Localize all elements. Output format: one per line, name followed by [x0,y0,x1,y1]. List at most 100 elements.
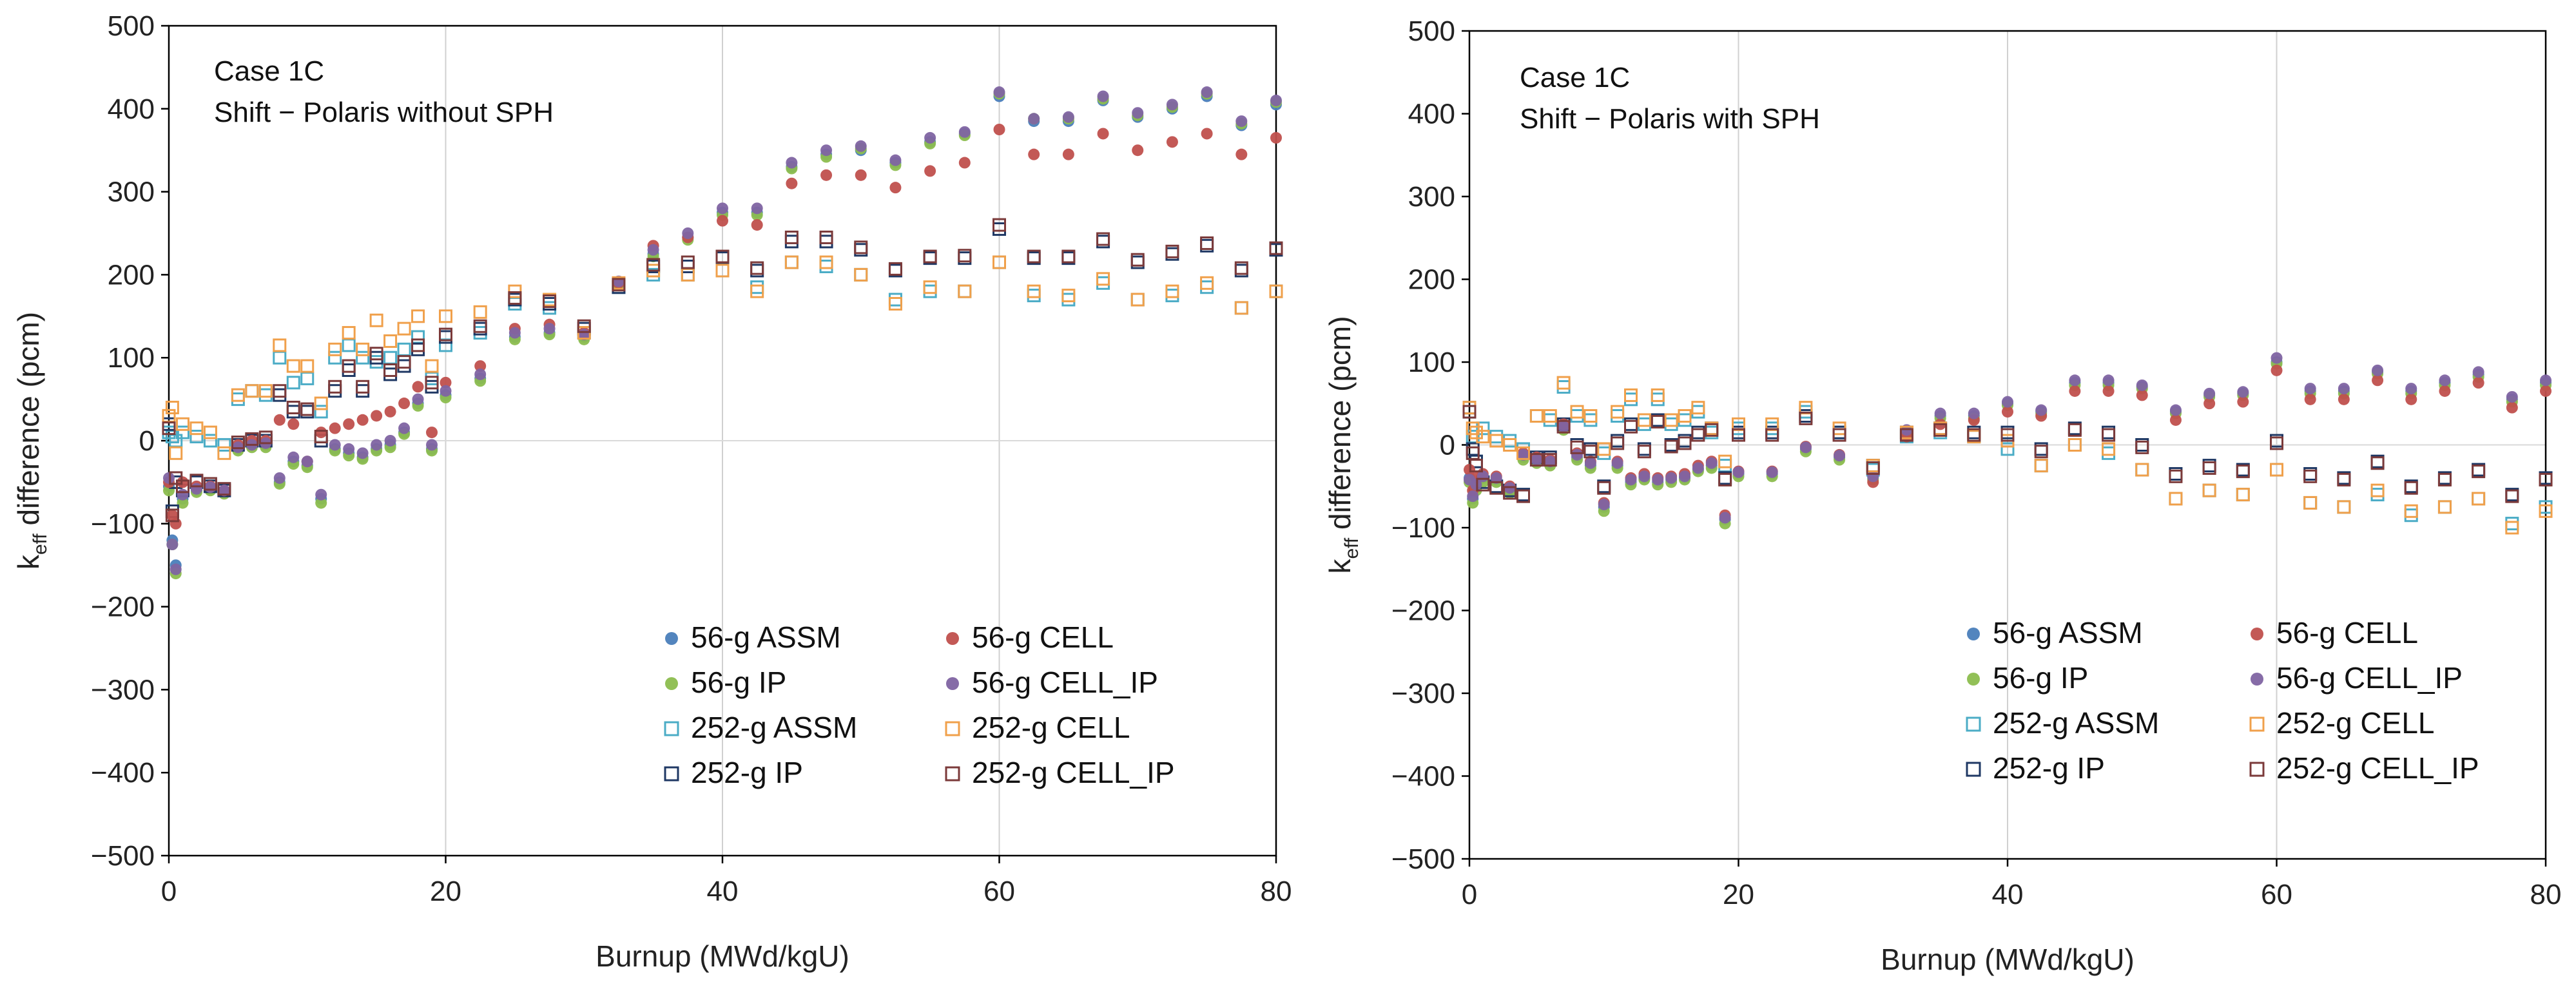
y-tick-label: 100 [108,342,155,374]
data-point [2439,374,2451,387]
data-point [2203,387,2216,399]
data-point [1611,457,1623,469]
data-point [1270,131,1282,144]
legend-label: 56-g CELL [2276,616,2418,649]
legend-marker [665,677,678,690]
data-point [2337,500,2351,514]
legend-label: 252-g CELL [2276,706,2435,740]
data-point [1799,441,1812,454]
data-point [2539,472,2553,486]
data-point [286,359,300,373]
data-point [286,400,300,414]
data-point [854,240,868,254]
y-tick-label: −200 [1391,595,1455,627]
data-point [245,384,259,398]
data-point [612,278,626,292]
data-point [1269,284,1283,298]
data-point [426,439,438,451]
data-point [2135,463,2149,477]
data-point [356,414,369,426]
data-point [190,483,202,495]
data-point [162,421,176,436]
data-point [1130,253,1145,267]
data-point [440,376,452,389]
legend-label: 56-g IP [691,666,786,699]
data-point [1664,439,1678,454]
data-point [474,368,487,380]
x-tick-label: 20 [1723,879,1754,910]
data-point [1489,481,1504,495]
data-point [681,260,695,274]
data-point [1166,99,1178,111]
data-point [473,319,487,333]
data-point [2202,483,2216,497]
data-point [411,309,425,323]
data-point [577,319,591,333]
legend-label: 56-g ASSM [691,620,841,654]
series-252-g-cell [162,255,1283,460]
data-point [1665,472,1678,484]
data-point [819,255,833,269]
y-tick-label: −100 [91,508,155,540]
data-point [1832,428,1846,442]
data-point [425,359,439,373]
data-point [1570,409,1584,423]
data-point [1165,284,1179,298]
legend-marker [946,632,959,645]
data-point [1469,459,1483,473]
data-point [1934,407,1946,419]
data-point [1679,470,1690,483]
data-point [425,376,439,390]
data-point [342,326,356,340]
y-tick-label: −200 [91,591,155,623]
data-point [1624,419,1638,434]
data-point [751,202,763,215]
data-point [328,379,342,394]
x-tick-label: 40 [707,876,739,907]
data-point [329,439,341,451]
legend-marker [946,677,959,690]
legend-label: 56-g IP [1993,661,2088,695]
data-point [888,296,902,311]
data-point [1061,249,1076,264]
data-point [958,157,971,169]
data-point [1691,405,1705,419]
data-point [751,219,763,231]
data-point [1899,428,1913,442]
y-tick-label: 100 [1408,347,1455,378]
data-point [2506,390,2518,403]
data-point [784,230,799,244]
legend-marker [2251,673,2263,686]
data-point [750,284,764,298]
data-point [2002,406,2013,418]
data-point [1097,128,1109,140]
data-point [1466,421,1480,436]
data-point [1732,466,1745,478]
data-point [1597,446,1611,460]
data-point [384,435,396,446]
data-point [1097,90,1109,102]
data-point [2000,442,2015,456]
data-point [177,488,189,501]
data-point [2437,472,2452,486]
data-point [854,267,868,282]
data-point [1467,490,1479,503]
data-point [1200,236,1214,250]
data-point [2540,374,2552,387]
data-point [2135,463,2149,477]
y-axis-title-main: k [1323,559,1357,574]
data-point [369,350,383,365]
data-point [1027,249,1041,264]
data-point [2304,383,2316,395]
x-tick-label: 60 [2261,879,2292,910]
data-point [177,497,189,509]
data-point [2338,383,2350,395]
data-point [412,393,424,405]
data-point [1201,128,1213,140]
data-point [819,230,833,244]
data-point [1678,413,1692,427]
data-point [217,446,231,460]
legend-marker [1966,762,1981,777]
data-point [924,165,936,177]
